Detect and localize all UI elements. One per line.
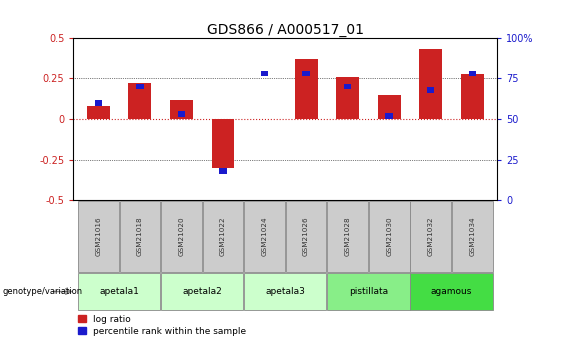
Bar	[136, 84, 144, 89]
Text: apetala3: apetala3	[266, 287, 305, 296]
Bar	[295, 59, 318, 119]
FancyBboxPatch shape	[161, 201, 202, 272]
Bar	[128, 83, 151, 119]
Text: apetala2: apetala2	[182, 287, 222, 296]
FancyBboxPatch shape	[327, 273, 410, 310]
Text: GSM21022: GSM21022	[220, 217, 226, 256]
Text: GSM21030: GSM21030	[386, 217, 392, 256]
Text: genotype/variation: genotype/variation	[3, 287, 83, 296]
Text: GSM21018: GSM21018	[137, 217, 143, 256]
FancyBboxPatch shape	[410, 201, 451, 272]
Bar	[427, 87, 434, 93]
Bar	[378, 95, 401, 119]
FancyBboxPatch shape	[78, 273, 160, 310]
FancyBboxPatch shape	[120, 201, 160, 272]
Bar	[419, 49, 442, 119]
Text: pistillata: pistillata	[349, 287, 388, 296]
FancyBboxPatch shape	[452, 201, 493, 272]
FancyBboxPatch shape	[369, 201, 410, 272]
FancyBboxPatch shape	[244, 273, 327, 310]
Title: GDS866 / A000517_01: GDS866 / A000517_01	[207, 23, 364, 37]
FancyBboxPatch shape	[203, 201, 244, 272]
Text: GSM21020: GSM21020	[179, 217, 184, 256]
FancyBboxPatch shape	[286, 201, 327, 272]
Text: GSM21016: GSM21016	[95, 217, 101, 256]
Text: agamous: agamous	[431, 287, 472, 296]
FancyBboxPatch shape	[244, 201, 285, 272]
Legend: log ratio, percentile rank within the sample: log ratio, percentile rank within the sa…	[78, 315, 246, 336]
Bar	[336, 77, 359, 119]
Text: GSM21034: GSM21034	[470, 217, 475, 256]
Bar	[87, 106, 110, 119]
Bar	[302, 71, 310, 77]
Bar	[468, 71, 476, 77]
Bar	[461, 73, 484, 119]
FancyBboxPatch shape	[410, 273, 493, 310]
Bar	[261, 71, 268, 77]
Bar	[170, 100, 193, 119]
Bar	[178, 111, 185, 117]
Bar	[219, 168, 227, 174]
Bar	[95, 100, 102, 106]
Text: GSM21032: GSM21032	[428, 217, 434, 256]
FancyBboxPatch shape	[78, 201, 119, 272]
Text: GSM21026: GSM21026	[303, 217, 309, 256]
Text: GSM21028: GSM21028	[345, 217, 351, 256]
FancyBboxPatch shape	[161, 273, 244, 310]
Bar	[211, 119, 234, 168]
Bar	[344, 84, 351, 89]
Bar	[385, 113, 393, 119]
Text: apetala1: apetala1	[99, 287, 139, 296]
Text: GSM21024: GSM21024	[262, 217, 268, 256]
FancyBboxPatch shape	[327, 201, 368, 272]
